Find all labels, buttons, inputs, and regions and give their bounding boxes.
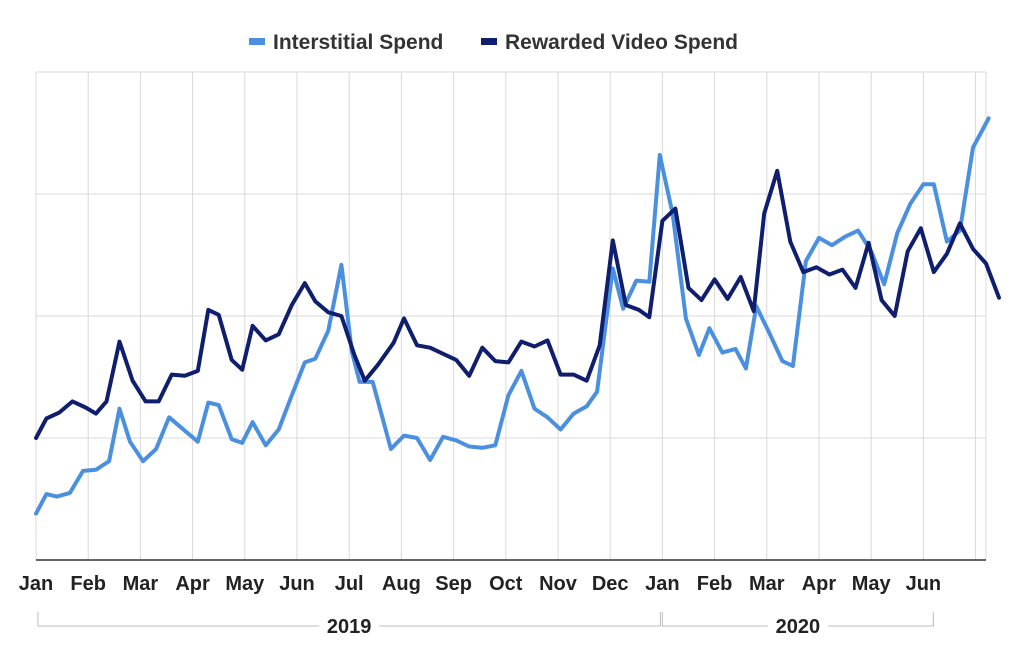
year-bracket	[37, 612, 661, 627]
x-tick-label: Jun	[279, 573, 315, 595]
x-tick-label: Aug	[382, 573, 421, 595]
series-line-rewarded	[34, 168, 1001, 440]
x-tick-label: Feb	[697, 573, 733, 595]
legend-label-interstitial: Interstitial Spend	[273, 31, 443, 54]
series-layer	[34, 116, 1001, 516]
year-bracket	[661, 612, 934, 627]
legend-item-rewarded[interactable]: Rewarded Video Spend	[481, 31, 738, 54]
x-tick-label: Feb	[70, 573, 106, 595]
x-tick-label: Dec	[592, 573, 629, 595]
x-tick-label: Jan	[645, 573, 679, 595]
x-axis-ticks: Jan Feb Mar Apr May Jun Jul Aug Sep Oct Nov Dec Jan F…	[19, 573, 941, 595]
x-tick-label: Apr	[175, 573, 210, 595]
x-tick-label: Sep	[435, 573, 472, 595]
x-tick-label: Jul	[335, 573, 364, 595]
x-tick-label: Oct	[489, 573, 523, 595]
legend: Interstitial Spend Rewarded Video Spend	[249, 31, 738, 54]
legend-swatch-rewarded	[481, 38, 497, 45]
x-tick-label: Jan	[19, 573, 53, 595]
legend-swatch-interstitial	[249, 38, 265, 45]
x-tick-label: Mar	[123, 573, 159, 595]
legend-item-interstitial[interactable]: Interstitial Spend	[249, 31, 443, 54]
year-groups: 2019 2020	[37, 612, 934, 638]
x-tick-label: Mar	[749, 573, 785, 595]
year-label: 2020	[776, 616, 821, 638]
x-tick-label: Apr	[802, 573, 837, 595]
x-tick-label: Jun	[906, 573, 942, 595]
series-line-interstitial	[34, 116, 991, 516]
grid	[35, 71, 987, 560]
legend-label-rewarded: Rewarded Video Spend	[505, 31, 738, 54]
year-label: 2019	[327, 616, 372, 638]
x-tick-label: Nov	[539, 573, 578, 595]
x-tick-label: May	[225, 573, 265, 595]
x-tick-label: May	[852, 573, 892, 595]
